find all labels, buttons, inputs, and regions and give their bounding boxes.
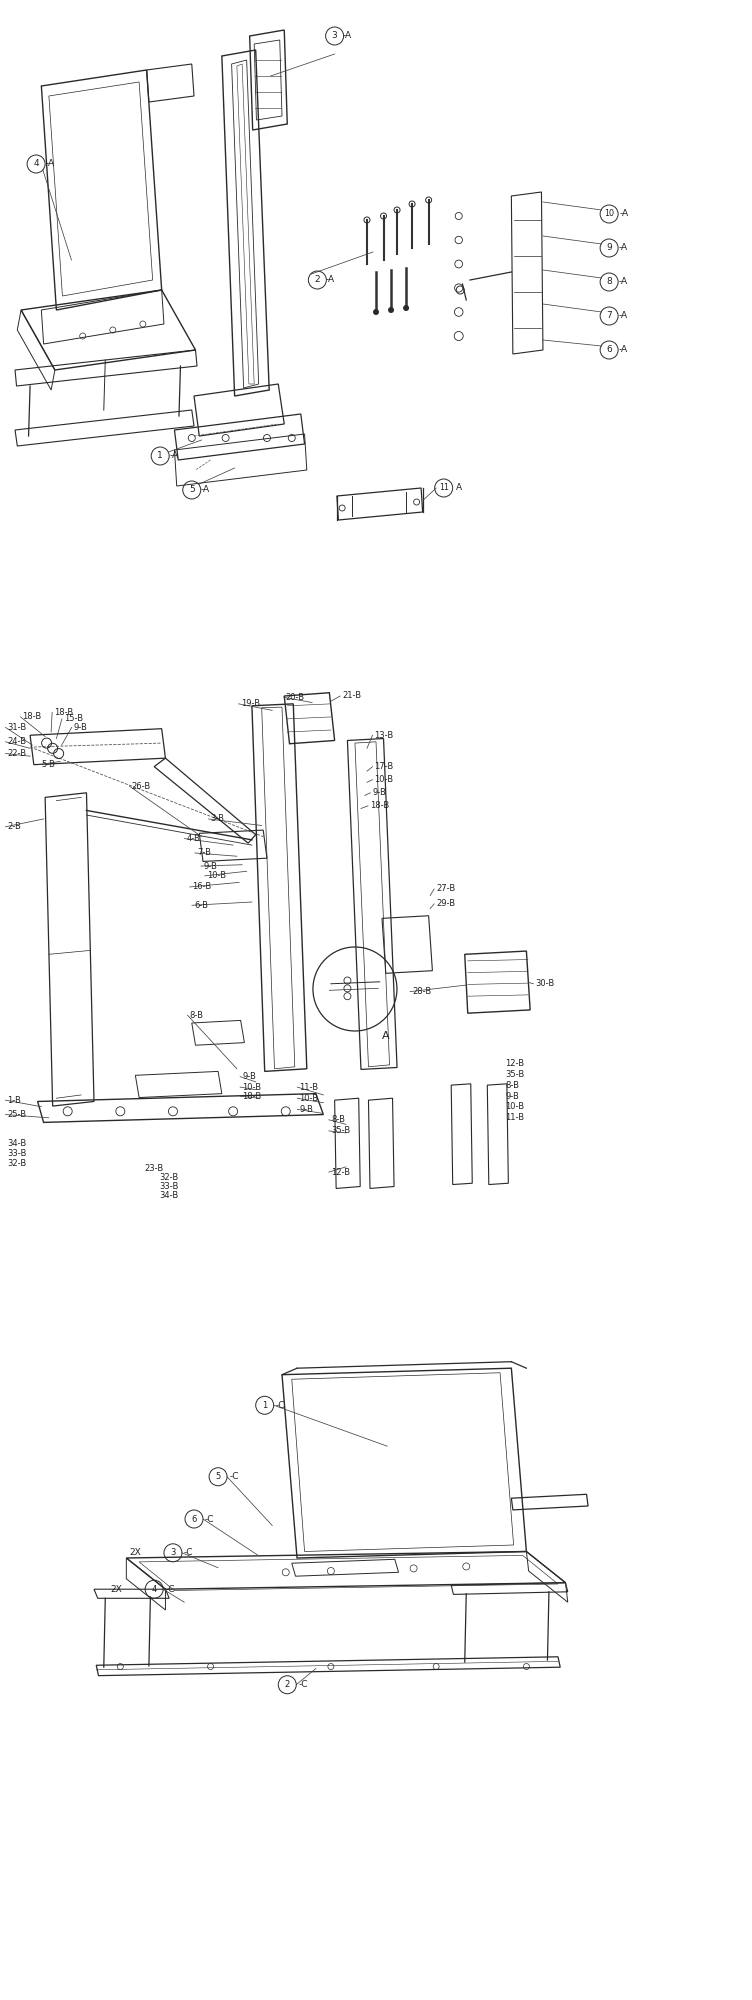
Text: 26-B: 26-B	[132, 782, 151, 790]
Text: 9-B: 9-B	[203, 862, 217, 870]
Text: 34-B: 34-B	[159, 1192, 179, 1200]
Text: 9-B: 9-B	[74, 722, 87, 732]
Text: 35-B: 35-B	[331, 1126, 350, 1136]
Text: -A: -A	[618, 346, 627, 354]
Text: -C: -C	[184, 1548, 193, 1558]
Text: 4: 4	[33, 160, 39, 168]
Text: 21-B: 21-B	[342, 692, 361, 700]
Text: 29-B: 29-B	[436, 900, 455, 908]
Text: 9-B: 9-B	[505, 1092, 519, 1100]
Text: 8-B: 8-B	[190, 1010, 204, 1020]
Text: 9-B: 9-B	[242, 1072, 256, 1082]
Text: 2: 2	[314, 276, 320, 284]
Text: 3: 3	[170, 1548, 176, 1558]
Text: -A: -A	[201, 486, 210, 494]
Text: 17-B: 17-B	[374, 762, 394, 772]
Text: -C: -C	[276, 1400, 285, 1410]
Text: 12-B: 12-B	[331, 1168, 350, 1176]
Text: 4-B: 4-B	[186, 834, 200, 844]
Text: -C: -C	[205, 1514, 214, 1524]
Text: -A: -A	[618, 278, 627, 286]
Text: 19-B: 19-B	[241, 700, 259, 708]
Text: 34-B: 34-B	[8, 1140, 27, 1148]
Text: 5: 5	[216, 1472, 220, 1482]
Text: 6: 6	[606, 346, 612, 354]
Text: -A: -A	[45, 160, 54, 168]
Text: 8-B: 8-B	[331, 1116, 345, 1124]
Text: 10-B: 10-B	[374, 776, 393, 784]
Text: 18-B: 18-B	[370, 802, 390, 810]
Text: -A: -A	[169, 452, 178, 460]
Text: 33-B: 33-B	[8, 1150, 27, 1158]
Text: 15-B: 15-B	[64, 714, 83, 724]
Text: 9: 9	[606, 244, 612, 252]
Text: A: A	[382, 1030, 390, 1040]
Text: 10-B: 10-B	[505, 1102, 524, 1112]
Text: 2X: 2X	[110, 1584, 122, 1594]
Text: 10-B: 10-B	[207, 872, 226, 880]
Text: 18-B: 18-B	[23, 712, 42, 722]
Text: 5-B: 5-B	[41, 760, 55, 770]
Text: 10-B: 10-B	[242, 1082, 261, 1092]
Text: 3: 3	[332, 32, 338, 40]
Text: 23-B: 23-B	[144, 1164, 164, 1172]
Text: 10: 10	[604, 210, 614, 218]
Text: 7-B: 7-B	[197, 848, 211, 858]
Text: -C: -C	[165, 1584, 174, 1594]
Text: 8-B: 8-B	[505, 1080, 520, 1090]
Text: 22-B: 22-B	[8, 750, 26, 758]
Text: 32-B: 32-B	[159, 1172, 179, 1182]
Text: -C: -C	[299, 1680, 308, 1690]
Text: 12-B: 12-B	[505, 1060, 524, 1068]
Text: 1: 1	[157, 452, 163, 460]
Circle shape	[388, 306, 394, 312]
Text: A: A	[456, 484, 462, 492]
Text: 11-B: 11-B	[505, 1114, 524, 1122]
Text: 1-B: 1-B	[8, 1096, 21, 1104]
Text: 11-B: 11-B	[299, 1082, 318, 1092]
Text: 7: 7	[606, 312, 612, 320]
Text: -A: -A	[326, 276, 335, 284]
Text: -C: -C	[229, 1472, 238, 1482]
Circle shape	[373, 308, 379, 314]
Text: -A: -A	[343, 32, 352, 40]
Text: 2: 2	[285, 1680, 290, 1690]
Text: 5: 5	[189, 486, 195, 494]
Text: 6-B: 6-B	[194, 900, 208, 910]
Text: 32-B: 32-B	[8, 1160, 27, 1168]
Text: 3-B: 3-B	[211, 814, 225, 824]
Text: 8: 8	[606, 278, 612, 286]
Text: 25-B: 25-B	[8, 1110, 26, 1120]
Text: -A: -A	[618, 312, 627, 320]
Text: 18-B: 18-B	[54, 708, 74, 716]
Text: 30-B: 30-B	[535, 980, 555, 988]
Text: 24-B: 24-B	[8, 738, 26, 746]
Circle shape	[403, 304, 409, 310]
Text: 31-B: 31-B	[8, 722, 27, 732]
Text: 13-B: 13-B	[374, 730, 394, 740]
Text: 11: 11	[438, 484, 449, 492]
Text: 4: 4	[152, 1584, 156, 1594]
Text: 1: 1	[262, 1400, 267, 1410]
Text: -A: -A	[618, 244, 627, 252]
Text: 2X: 2X	[129, 1548, 141, 1558]
Text: 10-B: 10-B	[299, 1094, 318, 1102]
Text: 18-B: 18-B	[242, 1092, 262, 1100]
Text: 27-B: 27-B	[436, 884, 456, 894]
Text: 9-B: 9-B	[372, 788, 386, 798]
Text: 9-B: 9-B	[299, 1104, 313, 1114]
Text: 28-B: 28-B	[412, 988, 432, 996]
Text: -A: -A	[620, 210, 629, 218]
Text: 33-B: 33-B	[159, 1182, 179, 1190]
Text: 20-B: 20-B	[286, 692, 305, 702]
Text: 2-B: 2-B	[8, 822, 21, 832]
Text: 6: 6	[191, 1514, 197, 1524]
Text: 16-B: 16-B	[192, 882, 211, 892]
Text: 35-B: 35-B	[505, 1070, 525, 1078]
